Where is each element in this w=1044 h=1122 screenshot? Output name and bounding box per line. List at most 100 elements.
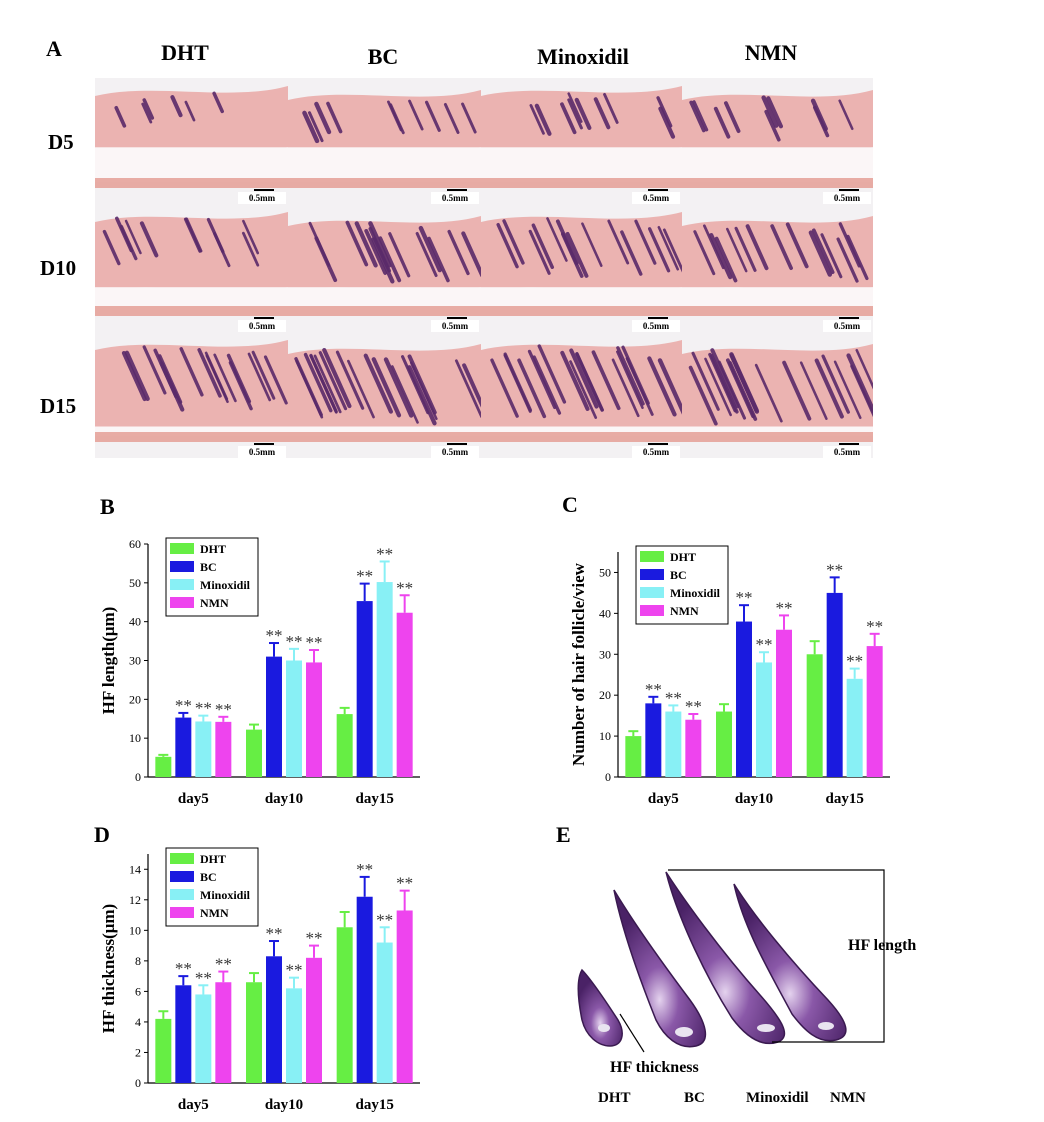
muscle-layer	[481, 178, 682, 188]
hair-follicle	[314, 236, 338, 283]
hair-follicle	[723, 101, 741, 134]
hair-follicle	[263, 355, 288, 405]
hair-follicle	[709, 233, 733, 280]
y-axis-label: HF thickness(μm)	[99, 904, 118, 1033]
significance-marker: **	[175, 959, 192, 978]
hair-follicle	[427, 236, 450, 283]
muscle-layer	[682, 178, 873, 188]
micrograph-d15-dht: 0.5mm	[95, 332, 288, 458]
hair-follicle	[205, 354, 229, 404]
significance-marker: **	[665, 688, 682, 707]
scale-bar-label: 0.5mm	[643, 193, 670, 203]
hair-follicle	[408, 99, 424, 131]
panel-d-letter: D	[94, 822, 110, 847]
hair-follicle	[184, 100, 196, 122]
follicle-nmn-icon	[733, 883, 847, 1042]
adipose-layer	[481, 147, 682, 182]
hair-follicle	[313, 354, 342, 414]
bar-minoxidil-day15	[846, 678, 863, 777]
legend-swatch-minoxidil	[640, 587, 664, 598]
hair-follicle	[529, 103, 545, 135]
hair-follicle	[846, 353, 873, 414]
x-tick-label-day15: day15	[355, 791, 393, 807]
panel-e-letter: E	[556, 822, 571, 847]
follicle-bc-icon	[613, 889, 707, 1048]
hair-follicle	[179, 347, 204, 397]
legend-label-bc: BC	[670, 568, 687, 582]
bar-nmn-day5	[215, 721, 232, 777]
bar-nmn-day15	[396, 612, 413, 777]
dermis-layer	[95, 212, 288, 292]
hair-follicle	[142, 345, 167, 395]
adipose-layer	[682, 426, 873, 436]
hair-follicle	[782, 360, 812, 421]
hf-thickness-pointer	[619, 1013, 645, 1053]
hair-follicle	[745, 224, 769, 271]
row-header-d10: D10	[40, 256, 77, 280]
scale-bar-label-bg	[238, 446, 286, 458]
scale-bar-label-bg	[823, 192, 871, 204]
hair-follicle	[503, 353, 532, 413]
significance-marker: **	[266, 924, 283, 943]
hair-follicle	[387, 100, 403, 132]
adipose-layer	[481, 287, 682, 310]
hair-follicle	[197, 348, 222, 398]
significance-marker: **	[356, 860, 373, 879]
hair-follicle	[808, 230, 833, 277]
significance-marker: **	[215, 700, 232, 719]
bar-bc-day15	[826, 592, 843, 777]
scale-bar-label-bg	[431, 320, 479, 332]
hair-follicle	[425, 100, 441, 132]
adipose-layer	[288, 426, 481, 436]
legend-label-minoxidil: Minoxidil	[670, 586, 721, 600]
hair-follicle	[527, 349, 557, 410]
bar-minoxidil-day5	[195, 721, 212, 777]
hair-follicle	[575, 352, 604, 412]
hair-follicle	[658, 106, 676, 139]
hair-follicle	[560, 350, 590, 411]
scale-bar-label-bg	[238, 320, 286, 332]
legend-swatch-minoxidil	[170, 889, 194, 900]
y-tick-label: 40	[599, 606, 611, 620]
y-tick-label: 50	[129, 576, 141, 590]
significance-marker: **	[175, 696, 192, 715]
y-tick-label: 20	[599, 688, 611, 702]
panel-e-follicle-diagram: HF length HF thickness DHT BC Minoxidil …	[577, 869, 916, 1106]
hair-follicle	[620, 230, 643, 276]
bar-dht-day10	[246, 729, 262, 777]
legend-swatch-dht	[640, 551, 664, 562]
row-header-d15: D15	[40, 394, 77, 418]
hair-follicle	[415, 231, 438, 278]
panel-e-label-bc: BC	[684, 1090, 705, 1106]
hair-follicle	[502, 219, 525, 265]
hair-follicle	[461, 102, 477, 134]
bar-minoxidil-day10	[286, 988, 302, 1083]
hair-follicle	[838, 99, 854, 131]
scale-bar-label-bg	[632, 320, 680, 332]
hair-follicle	[119, 224, 138, 261]
bar-bc-day5	[645, 703, 662, 777]
hair-follicle	[153, 348, 178, 399]
bar-dht-day5	[155, 1018, 172, 1083]
bar-nmn-day5	[215, 982, 232, 1083]
significance-marker: **	[376, 910, 393, 929]
follicle-minoxidil-papilla	[757, 1024, 775, 1032]
hair-follicle	[407, 354, 437, 415]
y-tick-label: 10	[129, 731, 141, 745]
hair-follicle	[616, 346, 645, 406]
hair-follicle	[102, 229, 121, 266]
scale-bar-label: 0.5mm	[249, 321, 276, 331]
muscle-layer	[95, 178, 288, 188]
hair-follicle	[537, 344, 567, 404]
follicle-dht-icon	[577, 968, 623, 1047]
hair-follicle	[309, 355, 338, 414]
muscle-layer	[682, 432, 873, 442]
significance-marker: **	[396, 578, 413, 597]
follicle-bc-papilla	[675, 1027, 693, 1037]
hair-follicle	[295, 359, 324, 419]
legend-label-dht: DHT	[200, 852, 226, 866]
hair-follicle	[725, 358, 755, 419]
adipose-layer	[682, 147, 873, 182]
